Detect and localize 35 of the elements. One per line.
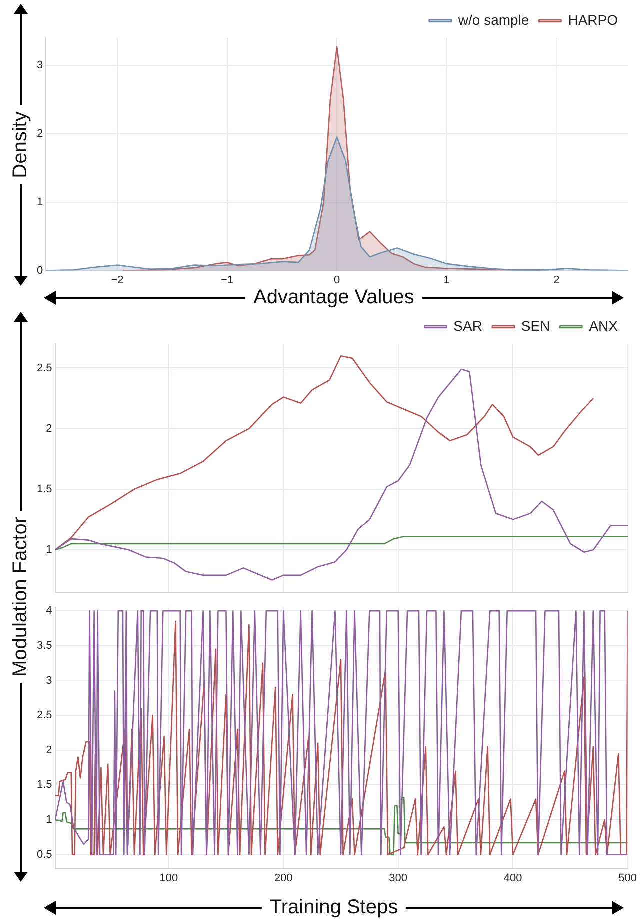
x-tick-label: 200 (274, 872, 293, 884)
y-tick-label: 1 (46, 544, 52, 556)
x-tick-label: −2 (111, 274, 124, 286)
x-axis-title: Advantage Values (246, 286, 422, 310)
legend-label: HARPO (568, 12, 618, 28)
y-tick-label: 2.5 (36, 362, 52, 374)
legend-label: SAR (454, 318, 482, 334)
y-tick-label: 1 (36, 196, 44, 208)
y-tick-label: 0 (36, 264, 44, 277)
x-tick-label: 100 (160, 872, 178, 884)
y-axis-title: Modulation Factor (10, 510, 32, 684)
legend-label: ANX (589, 318, 619, 334)
legend-label: SEN (521, 318, 550, 334)
x-tick-label: 1 (444, 274, 450, 286)
y-tick-label: 3 (36, 59, 44, 72)
y-tick-label: 2.5 (36, 710, 52, 722)
x-tick-label: 400 (504, 872, 522, 884)
y-axis-title: Density (10, 106, 32, 184)
x-tick-label: 500 (618, 872, 638, 884)
y-tick-label: 1 (46, 814, 52, 826)
y-tick-label: 2 (36, 128, 44, 140)
x-tick-label: −1 (220, 274, 234, 286)
x-axis-title: Training Steps (262, 896, 406, 920)
y-tick-label: 2 (46, 422, 52, 435)
x-tick-label: 0 (334, 274, 340, 286)
y-tick-label: 4 (46, 605, 52, 618)
y-tick-label: 2 (46, 744, 52, 756)
y-tick-label: 1.5 (36, 779, 52, 792)
y-tick-label: 1.5 (36, 483, 52, 496)
y-tick-label: 0.5 (36, 848, 52, 861)
legend-label: w/o sample (457, 12, 530, 28)
x-tick-label: 300 (389, 872, 408, 884)
x-tick-label: 2 (554, 274, 560, 286)
y-tick-label: 3.5 (36, 640, 52, 652)
y-tick-label: 3 (46, 674, 52, 687)
